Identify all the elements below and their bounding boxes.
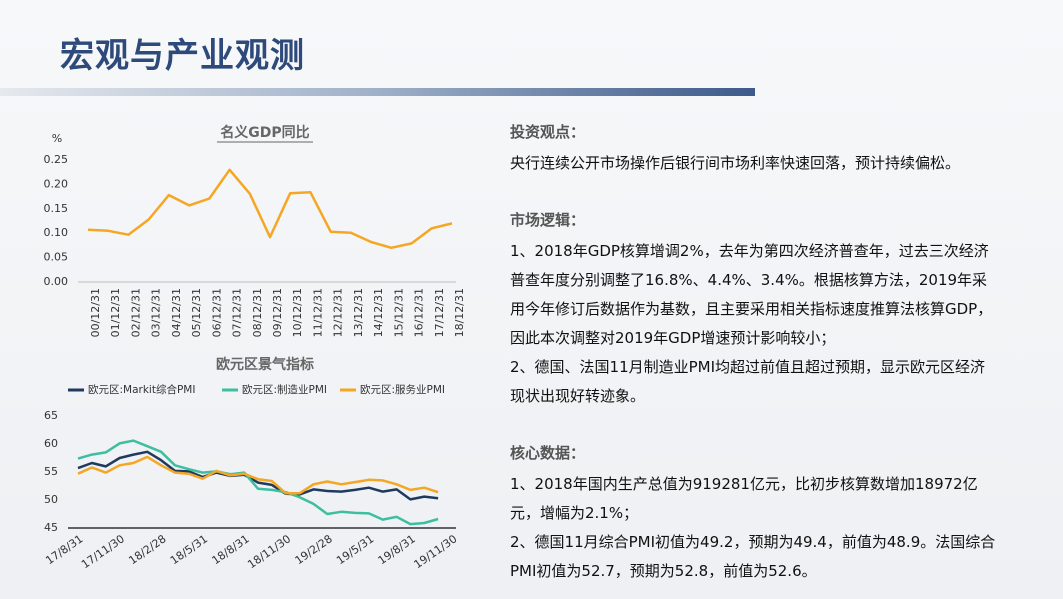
chart-title: 名义GDP同比 <box>220 124 309 141</box>
x-tick-label: 00/12/31 <box>89 288 102 337</box>
series-line <box>77 450 439 501</box>
x-tick-label: 04/12/31 <box>170 288 183 337</box>
paragraph: 2、德国、法国11月制造业PMI均超过前值且超过预期，显示欧元区经济现状出现好转… <box>510 358 986 405</box>
paragraph: 1、2018年GDP核算增调2%，去年为第四次经济普查年，过去三次经济普查年度分… <box>510 242 993 347</box>
x-tick-label: 18/2/28 <box>126 532 168 567</box>
y-tick-label: 0.20 <box>44 177 69 190</box>
y-tick-label: 0.25 <box>44 153 69 166</box>
y-tick-label: 0.10 <box>44 226 69 239</box>
x-tick-label: 17/11/30 <box>79 532 127 571</box>
x-tick-label: 02/12/31 <box>129 288 142 337</box>
series-line <box>77 455 439 495</box>
y-tick-label: 0.15 <box>44 202 69 215</box>
x-tick-label: 18/11/30 <box>245 532 293 571</box>
x-tick-label: 01/12/31 <box>109 288 122 337</box>
x-tick-label: 13/12/31 <box>352 288 365 337</box>
y-tick-label: 0.05 <box>44 251 69 264</box>
y-tick-label: 65 <box>44 409 58 422</box>
text-section: 核心数据： 1、2018年国内生产总值为919281亿元，比初步核算数增加1897… <box>510 439 1000 586</box>
legend-label: 欧元区:Markit综合PMI <box>88 383 195 396</box>
x-tick-label: 10/12/31 <box>291 288 304 337</box>
x-tick-label: 19/11/30 <box>412 532 460 571</box>
y-tick-label: 50 <box>44 493 58 506</box>
section-heading: 核心数据： <box>510 444 586 462</box>
y-tick-label: 55 <box>44 465 58 478</box>
text-panel: 投资观点： 央行连续公开市场操作后银行间市场利率快速回落，预计持续偏松。 市场逻辑：… <box>510 118 1000 599</box>
x-tick-label: 12/12/31 <box>332 288 345 337</box>
x-tick-label: 19/2/28 <box>293 532 335 567</box>
paragraph: 1、2018年国内生产总值为919281亿元，比初步核算数增加18972亿元，增… <box>510 475 978 522</box>
x-tick-label: 08/12/31 <box>251 288 264 337</box>
legend-label: 欧元区:制造业PMI <box>242 383 327 396</box>
slide-title: 宏观与产业观测 <box>60 36 305 76</box>
x-tick-label: 18/12/31 <box>453 288 466 337</box>
x-tick-label: 19/5/31 <box>334 532 376 567</box>
x-tick-label: 07/12/31 <box>231 288 244 337</box>
y-axis-label: % <box>52 132 62 145</box>
x-tick-label: 18/5/31 <box>168 532 210 567</box>
charts: 名义GDP同比% 0.00 0.05 0.10 0.15 0.20 0.25 00/12/31… <box>43 124 466 571</box>
x-tick-label: 16/12/31 <box>413 288 426 337</box>
x-tick-label: 17/12/31 <box>433 288 446 337</box>
chart-title: 欧元区景气指标 <box>216 356 314 373</box>
paragraph: 央行连续公开市场操作后银行间市场利率快速回落，预计持续偏松。 <box>510 154 961 172</box>
x-tick-label: 03/12/31 <box>150 288 163 337</box>
y-tick-label: 0.00 <box>44 275 69 288</box>
text-section: 市场逻辑： 1、2018年GDP核算增调2%，去年为第四次经济普查年，过去三次经济… <box>510 206 1000 411</box>
x-tick-label: 14/12/31 <box>372 288 385 337</box>
x-tick-label: 09/12/31 <box>271 288 284 337</box>
y-tick-label: 60 <box>44 437 58 450</box>
series-line <box>87 168 453 250</box>
series-line <box>77 439 439 526</box>
legend-label: 欧元区:服务业PMI <box>360 383 445 396</box>
x-tick-label: 15/12/31 <box>392 288 405 337</box>
section-heading: 市场逻辑： <box>510 211 586 229</box>
title-bar <box>0 88 755 96</box>
section-heading: 投资观点： <box>510 123 586 141</box>
x-tick-label: 05/12/31 <box>190 288 203 337</box>
y-tick-label: 45 <box>44 521 58 534</box>
x-tick-label: 06/12/31 <box>210 288 223 337</box>
text-section: 投资观点： 央行连续公开市场操作后银行间市场利率快速回落，预计持续偏松。 <box>510 118 1000 178</box>
paragraph: 2、德国11月综合PMI初值为49.2，预期为49.4，前值为48.9。法国综合… <box>510 533 996 580</box>
x-tick-label: 11/12/31 <box>311 288 324 337</box>
